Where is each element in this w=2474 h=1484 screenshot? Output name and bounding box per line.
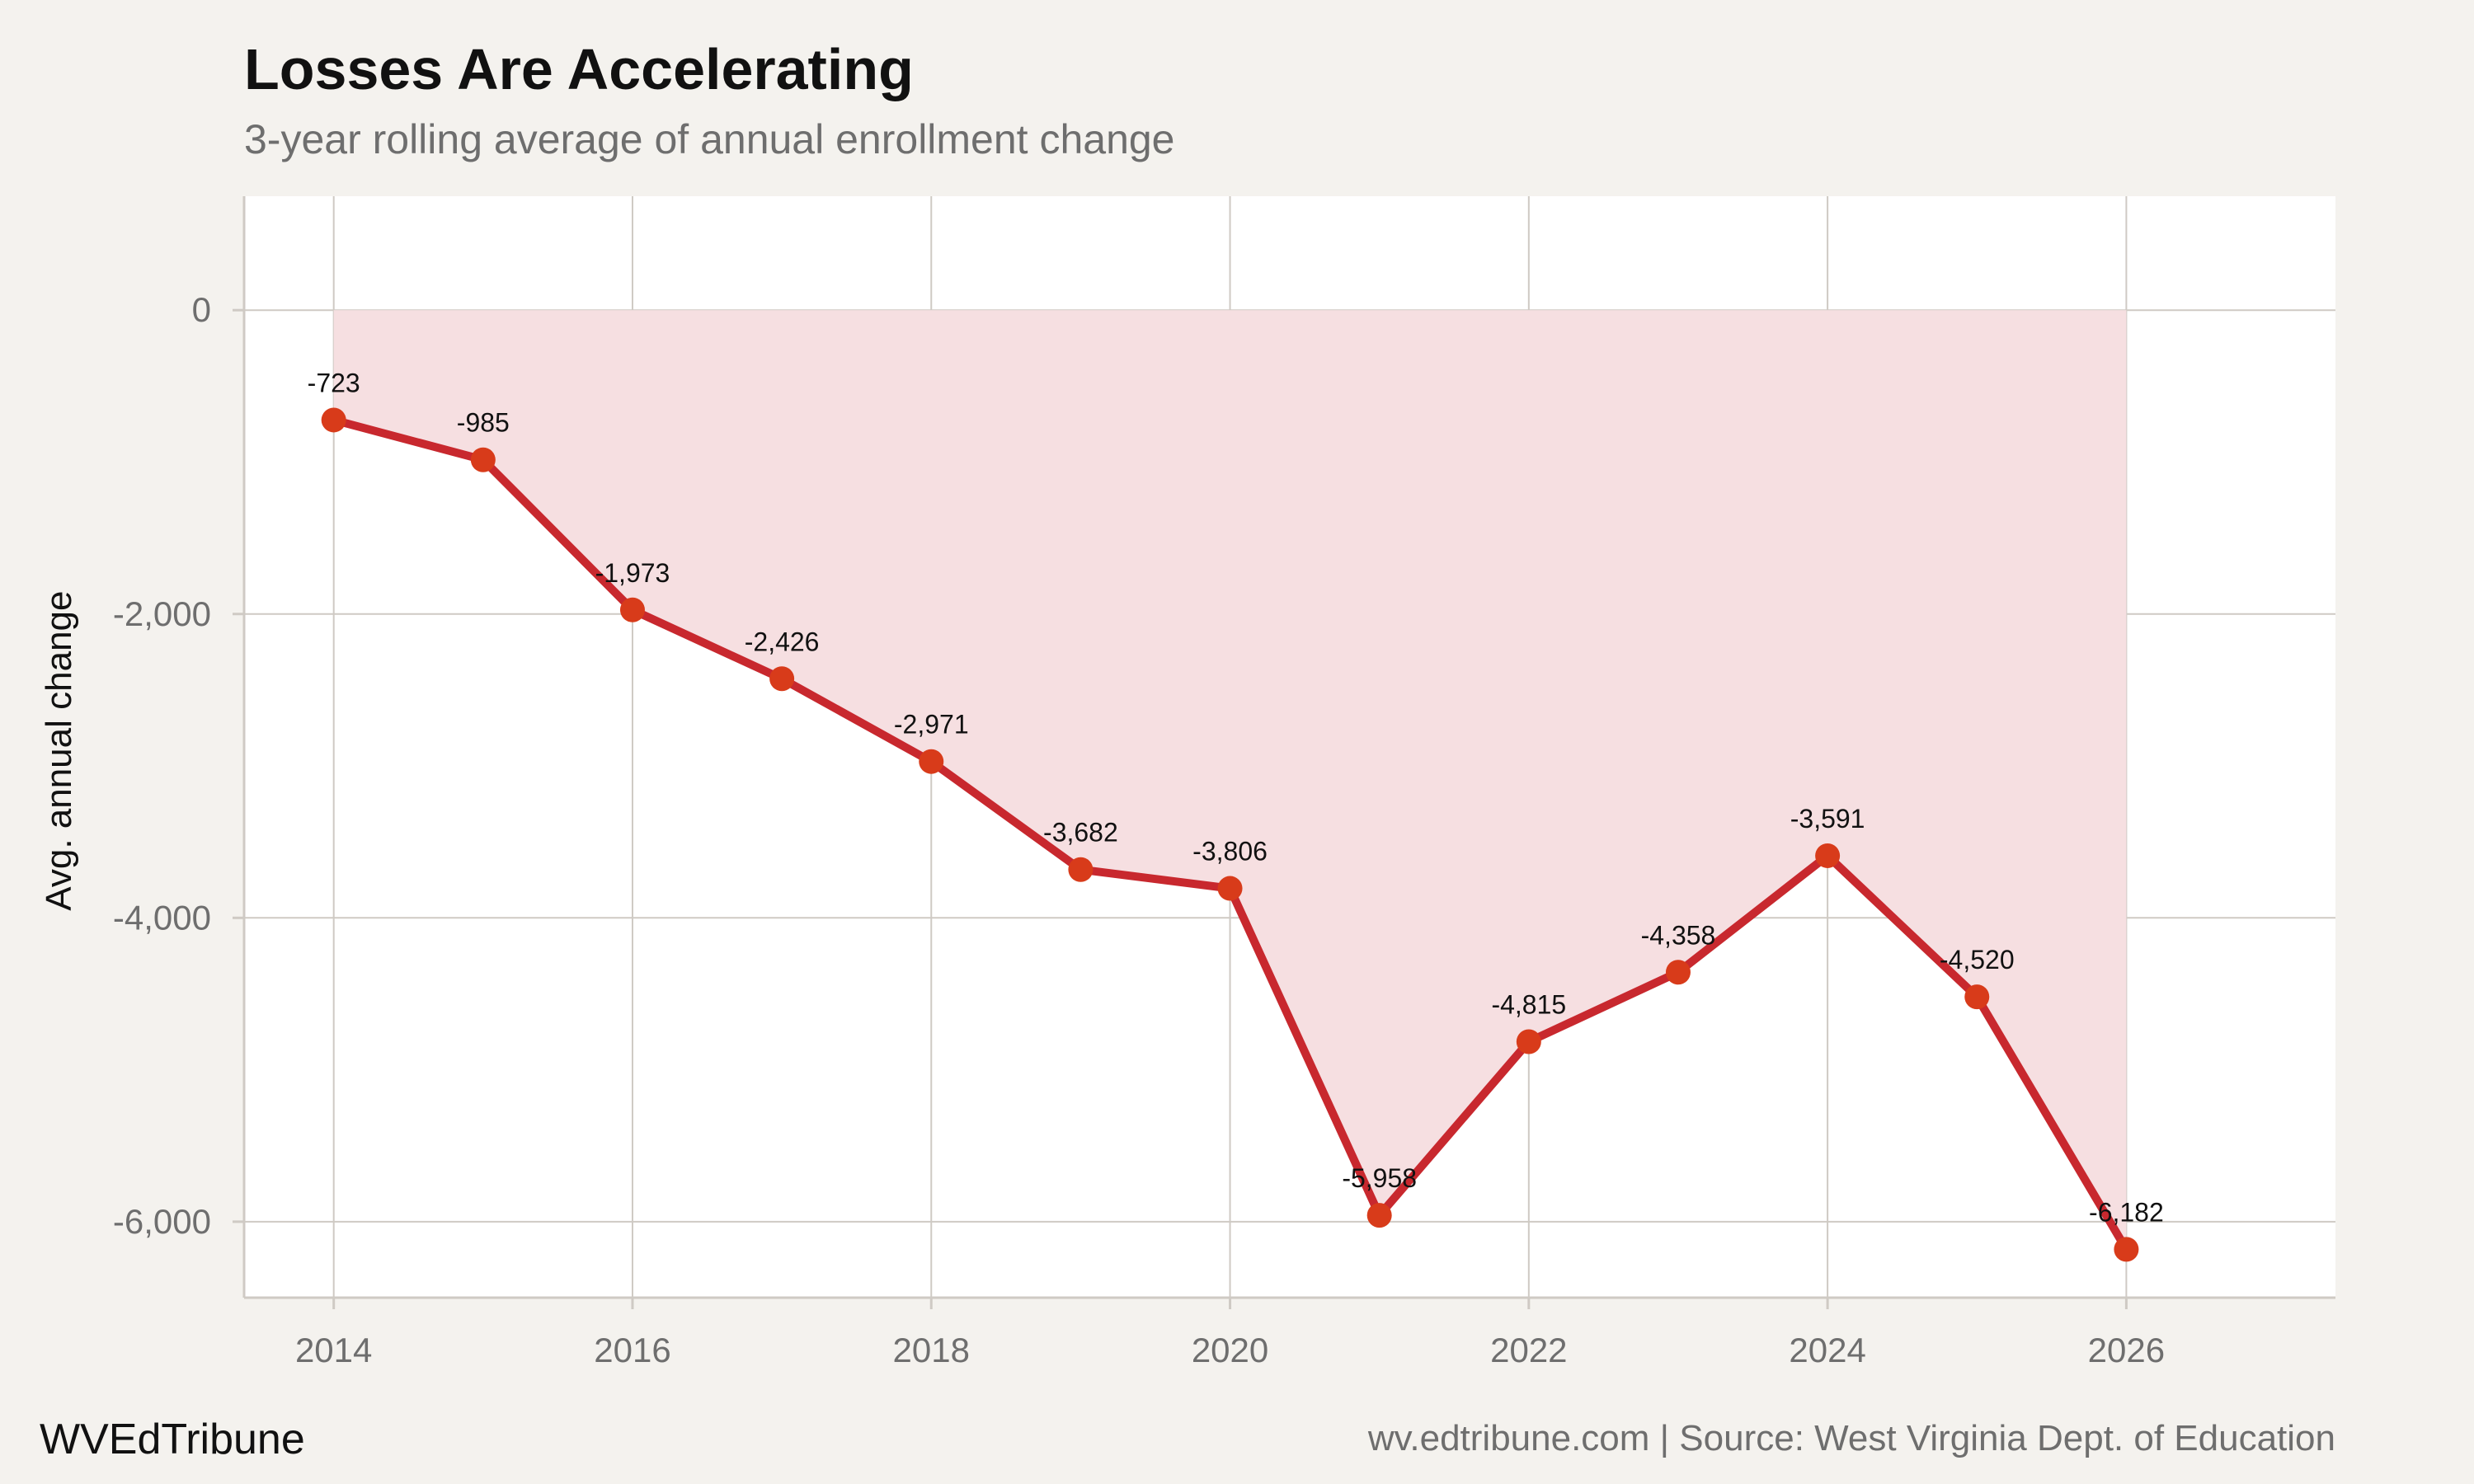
data-label-2026: -6,182 [2089, 1197, 2164, 1227]
data-point-2022 [1516, 1029, 1541, 1054]
data-label-2020: -3,806 [1192, 837, 1268, 866]
data-point-2020 [1217, 876, 1243, 901]
y-tick-label: -6,000 [113, 1202, 211, 1241]
data-label-2014: -723 [308, 368, 360, 397]
area-fill [333, 310, 2127, 1250]
data-point-2016 [619, 597, 645, 622]
data-label-2025: -4,520 [1940, 945, 2015, 974]
data-label-2024: -3,591 [1790, 804, 1865, 834]
x-tick-label: 2016 [594, 1331, 670, 1369]
y-tick-label: 0 [192, 290, 211, 329]
x-tick-label: 2018 [893, 1331, 970, 1369]
data-point-2015 [470, 447, 496, 472]
data-point-2026 [2114, 1237, 2139, 1262]
data-label-2021: -5,958 [1342, 1163, 1417, 1193]
data-point-2018 [919, 749, 944, 774]
data-label-2015: -985 [457, 408, 510, 438]
data-labels: -723 -985 -1,973 -2,426 -2,971 -3,682 -3,806 -5… [308, 368, 2164, 1227]
brand-logo-text: WVEdTribune [40, 1416, 305, 1463]
data-point-2023 [1665, 960, 1691, 985]
data-label-2017: -2,426 [745, 627, 820, 656]
x-tick-label: 2026 [2088, 1331, 2165, 1369]
y-axis-label: Avg. annual change [39, 591, 79, 911]
axes: 0 -2,000 -4,000 -6,000 2014 2016 2018 2020 2022 2… [113, 196, 2335, 1369]
data-label-2018: -2,971 [894, 710, 969, 740]
x-tick-label: 2022 [1490, 1331, 1567, 1369]
chart-subtitle: 3-year rolling average of annual enrollm… [244, 116, 1175, 162]
x-tick-label: 2014 [295, 1331, 372, 1369]
chart-title: Losses Are Accelerating [244, 37, 914, 101]
data-label-2019: -3,682 [1043, 818, 1118, 848]
data-point-2019 [1068, 857, 1094, 882]
data-point-2014 [321, 407, 346, 433]
data-point-2017 [769, 666, 795, 692]
y-tick-label: -4,000 [113, 898, 211, 937]
data-label-2022: -4,815 [1491, 989, 1566, 1019]
x-tick-label: 2024 [1789, 1331, 1865, 1369]
source-note: wv.edtribune.com | Source: West Virginia… [1367, 1418, 2335, 1458]
data-label-2016: -1,973 [595, 558, 670, 588]
x-tick-label: 2020 [1192, 1331, 1268, 1369]
data-point-2021 [1366, 1203, 1392, 1228]
data-points [321, 407, 2139, 1262]
y-tick-label: -2,000 [113, 594, 211, 633]
data-point-2025 [1964, 984, 1990, 1010]
data-label-2023: -4,358 [1641, 920, 1716, 950]
data-point-2024 [1815, 843, 1841, 868]
